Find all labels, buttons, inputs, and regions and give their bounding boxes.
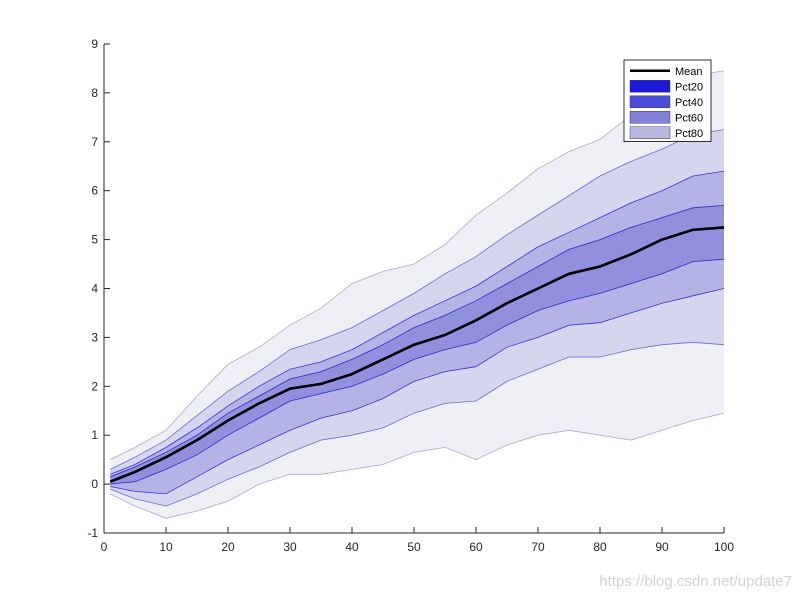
y-tick-label: 3	[91, 330, 98, 344]
legend-label-pct60: Pct60	[675, 112, 703, 124]
legend-swatch-pct20	[629, 80, 671, 93]
x-tick-label: 30	[283, 540, 297, 554]
x-tick-label: 90	[655, 540, 669, 554]
band-pct40-lower-edge	[110, 288, 725, 495]
band-pct60-upper-edge	[110, 129, 725, 470]
x-tick-label: 20	[221, 540, 235, 554]
x-tick-label: 70	[531, 540, 545, 554]
x-tick-label: 10	[159, 540, 173, 554]
y-tick-label: 8	[91, 86, 98, 100]
mean-series	[109, 226, 725, 483]
band-pct60-lower-edge	[110, 341, 725, 507]
legend-label-pct80: Pct80	[675, 128, 703, 140]
y-tick-label: 9	[91, 37, 98, 51]
x-tick-label: 100	[714, 540, 734, 554]
y-tick-label: 1	[91, 428, 98, 442]
band-pct80-lower-edge	[110, 412, 725, 519]
x-tick-label: 40	[345, 540, 359, 554]
x-tick-label: 60	[469, 540, 483, 554]
x-tick-label: 50	[407, 540, 421, 554]
band-pct80-upper-edge	[110, 70, 725, 460]
x-tick-label: 80	[593, 540, 607, 554]
y-tick-label: 4	[91, 282, 98, 296]
band-pct20-upper-edge	[110, 205, 725, 478]
y-tick-label: 6	[91, 184, 98, 198]
mean-line	[109, 226, 725, 483]
y-tick-label: 2	[91, 379, 98, 393]
watermark-text: https://blog.csdn.net/update7	[599, 573, 792, 590]
legend-label-pct20: Pct20	[675, 81, 703, 93]
x-tick-label: 0	[101, 540, 108, 554]
legend-swatch-pct80	[629, 126, 671, 139]
legend-swatch-pct40	[629, 95, 671, 108]
y-tick-label: 5	[91, 233, 98, 247]
band-pct20-lower-edge	[110, 258, 725, 485]
legend: Mean Pct20 Pct40 Pct60 Pct80	[623, 59, 712, 142]
legend-swatch-pct60	[629, 111, 671, 124]
legend-label-mean: Mean	[675, 66, 703, 78]
band-pct40-upper-edge	[110, 170, 725, 475]
y-tick-label: 7	[91, 135, 98, 149]
y-tick-label: 0	[91, 477, 98, 491]
y-tick-label: -1	[87, 526, 98, 540]
legend-label-pct40: Pct40	[675, 97, 703, 109]
